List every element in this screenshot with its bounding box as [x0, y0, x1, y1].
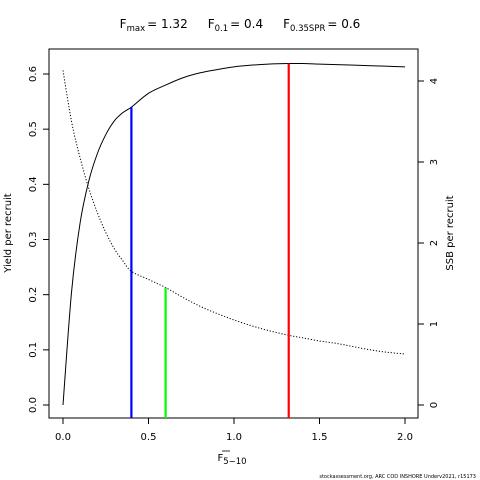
- x-tick-label: 1.0: [226, 432, 242, 443]
- y-axis-right: 0 1 2 3 4: [418, 78, 440, 408]
- series-layer: [62, 62, 406, 406]
- y-right-tick-label: 1: [429, 321, 440, 327]
- x-axis-label: F5−10: [217, 453, 246, 467]
- y-right-tick-label: 0: [429, 402, 440, 408]
- x-tick-label: 0.5: [141, 432, 157, 443]
- ssb-per-recruit-line: [62, 70, 406, 355]
- x-tick-label: 1.5: [312, 432, 328, 443]
- reference-lines: [130, 63, 290, 418]
- x-tick-label: 0.0: [55, 432, 71, 443]
- credit-text: stockassessment.org, ARC COD INSHORE Und…: [319, 474, 476, 480]
- title-fspr: F0.35SPR = 0.6: [283, 17, 360, 34]
- y-right-tick-label: 4: [429, 78, 440, 84]
- plot-frame: [48, 48, 419, 419]
- y-right-tick-label: 2: [429, 240, 440, 246]
- y-left-tick-label: 0.0: [28, 397, 39, 413]
- chart-title: Fmax = 1.32 F0.1 = 0.4 F0.35SPR = 0.6: [120, 17, 361, 34]
- y-left-tick-label: 0.1: [28, 342, 39, 358]
- yield-per-recruit-line: [62, 62, 406, 406]
- y-left-tick-label: 0.2: [28, 287, 39, 303]
- y-left-tick-label: 0.3: [28, 232, 39, 248]
- y-left-tick-label: 0.5: [28, 121, 39, 137]
- x-axis: 0.0 0.5 1.0 1.5 2.0: [55, 418, 413, 443]
- y-axis-left-label: Yield per recruit: [3, 193, 14, 274]
- title-fmax: Fmax = 1.32: [120, 17, 188, 34]
- y-axis-left: 0.0 0.1 0.2 0.3 0.4 0.5 0.6: [28, 66, 49, 413]
- x-tick-label: 2.0: [397, 432, 413, 443]
- y-right-tick-label: 3: [429, 159, 440, 165]
- y-left-tick-label: 0.6: [28, 66, 39, 82]
- y-axis-right-label: SSB per recruit: [445, 195, 456, 270]
- title-f01: F0.1 = 0.4: [208, 17, 263, 34]
- y-left-tick-label: 0.4: [28, 176, 39, 192]
